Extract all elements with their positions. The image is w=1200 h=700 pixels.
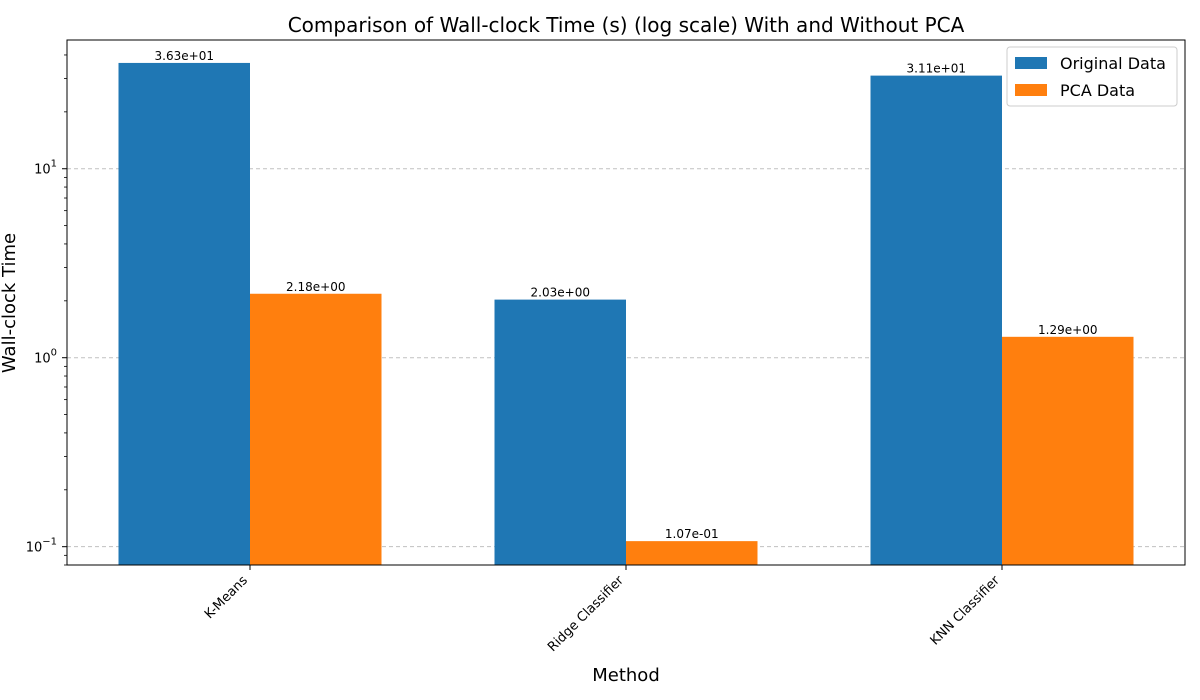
legend-swatch-pca-data <box>1015 84 1047 96</box>
x-tick-label: Ridge Classifier <box>545 573 627 655</box>
bar-value-label: 2.03e+00 <box>531 286 590 300</box>
chart-title: Comparison of Wall-clock Time (s) (log s… <box>288 13 965 37</box>
x-tick-label: K-Means <box>202 573 251 622</box>
x-axis-label: Method <box>592 665 660 686</box>
legend-frame <box>1006 46 1178 107</box>
bar-value-label: 1.07e-01 <box>665 527 719 541</box>
bar-value-label: 3.11e+01 <box>907 62 966 76</box>
bar-pca-data <box>250 293 382 565</box>
x-tick-label: KNN Classifier <box>928 573 1004 649</box>
y-axis-label: Wall-clock Time <box>0 233 20 373</box>
legend-label-original-data: Original Data <box>1060 54 1166 73</box>
bar-layer <box>118 62 1134 565</box>
y-tick-label: 100 <box>34 348 57 367</box>
y-axis-ticks: 10−1 100 101 <box>26 54 67 566</box>
bar-value-label: 1.29e+00 <box>1038 323 1097 337</box>
x-axis-ticks: K-Means Ridge Classifier KNN Classifier <box>202 565 1003 655</box>
bar-label-layer: 3.63e+01 2.18e+00 2.03e+00 1.07e-01 3.11e+01… <box>155 49 1098 541</box>
y-tick-label: 101 <box>34 159 57 178</box>
bar-pca-data <box>626 541 758 565</box>
bar-original-data <box>118 62 250 565</box>
bar-original-data <box>870 75 1002 565</box>
legend: Original Data PCA Data <box>1006 46 1178 107</box>
bar-pca-data <box>1002 336 1134 565</box>
legend-swatch-original-data <box>1015 57 1047 69</box>
bar-value-label: 3.63e+01 <box>155 49 214 63</box>
legend-label-pca-data: PCA Data <box>1060 81 1135 100</box>
bar-original-data <box>494 299 626 565</box>
bar-value-label: 2.18e+00 <box>286 280 345 294</box>
y-tick-label: 10−1 <box>26 537 57 556</box>
